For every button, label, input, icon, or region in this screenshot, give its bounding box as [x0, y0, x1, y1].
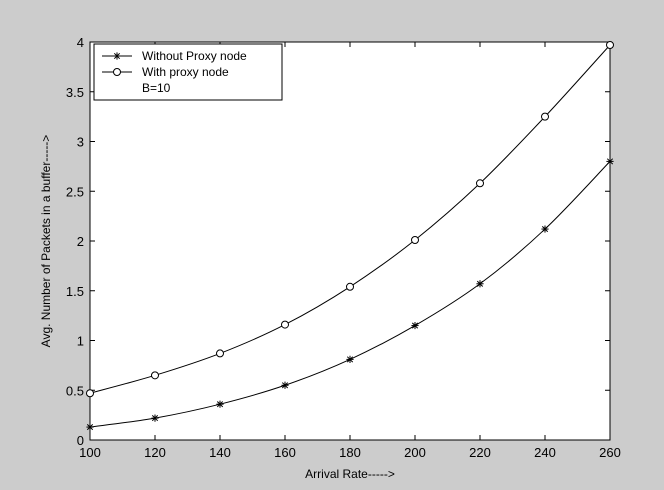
x-tick-label: 180 — [339, 445, 361, 460]
star-stroke — [151, 415, 159, 422]
x-tick-label: 120 — [144, 445, 166, 460]
series-layer — [86, 40, 614, 431]
star-stroke — [86, 424, 94, 431]
star-marker — [606, 157, 614, 165]
x-tick-label: 260 — [599, 445, 621, 460]
y-tick-label: 1.5 — [66, 284, 84, 299]
y-tick-label: 0 — [77, 433, 84, 448]
x-axis-ticks: 100 120 140 160 180 200 220 240 260 — [79, 42, 621, 460]
legend-item: Without Proxy node — [102, 49, 247, 63]
circle-marker — [281, 320, 289, 329]
circle-marker — [151, 371, 159, 380]
star-stroke — [216, 401, 224, 408]
star-marker — [113, 52, 121, 60]
star-marker — [86, 423, 94, 431]
x-tick-label: 200 — [404, 445, 426, 460]
x-tick-label: 240 — [534, 445, 556, 460]
star-stroke — [606, 158, 614, 165]
circle-marker — [476, 179, 484, 188]
circle-marker — [216, 349, 224, 358]
x-tick-label: 160 — [274, 445, 296, 460]
star-marker — [151, 414, 159, 422]
star-stroke — [411, 322, 419, 329]
legend-items: Without Proxy node With proxy node — [102, 49, 247, 79]
circle-marker — [541, 112, 549, 121]
star-marker — [411, 321, 419, 330]
legend: Without Proxy node With proxy node B=10 — [93, 43, 283, 101]
circle-marker — [606, 40, 614, 49]
circle-marker — [113, 68, 121, 76]
series-line — [89, 44, 611, 394]
circle-marker — [86, 389, 94, 398]
y-tick-label: 1 — [77, 334, 84, 349]
plot-area — [89, 41, 611, 441]
star-stroke — [113, 52, 121, 60]
star-stroke — [541, 226, 549, 233]
star-marker — [346, 355, 354, 364]
y-axis-title: Avg. Number of Packets in a buffer-----> — [39, 135, 53, 348]
star-stroke — [281, 382, 289, 389]
star-marker — [281, 381, 289, 389]
y-tick-label: 4 — [77, 35, 84, 50]
star-marker — [541, 225, 549, 233]
x-tick-label: 100 — [79, 445, 101, 460]
legend-label: Without Proxy node — [142, 49, 247, 63]
series-with-proxy-node — [86, 40, 614, 398]
y-tick-label: 3.5 — [66, 85, 84, 100]
x-tick-label: 140 — [209, 445, 231, 460]
star-stroke — [476, 280, 484, 287]
x-tick-label: 220 — [469, 445, 491, 460]
star-marker — [216, 400, 224, 408]
star-marker — [476, 280, 484, 288]
circle-marker — [411, 236, 419, 245]
legend-label: With proxy node — [142, 65, 229, 79]
x-axis-title: Arrival Rate-----> — [305, 467, 395, 481]
y-axis-ticks: 0 0.5 1 1.5 2 2.5 3 3.5 4 — [66, 35, 610, 448]
legend-item: With proxy node — [102, 65, 229, 79]
y-tick-label: 2 — [77, 234, 84, 249]
series-without-proxy-node — [86, 157, 614, 431]
circle-marker — [346, 282, 354, 291]
y-tick-label: 3 — [77, 135, 84, 150]
y-tick-label: 0.5 — [66, 383, 84, 398]
legend-annotation: B=10 — [142, 81, 171, 95]
star-stroke — [346, 356, 354, 363]
y-tick-label: 2.5 — [66, 184, 84, 199]
